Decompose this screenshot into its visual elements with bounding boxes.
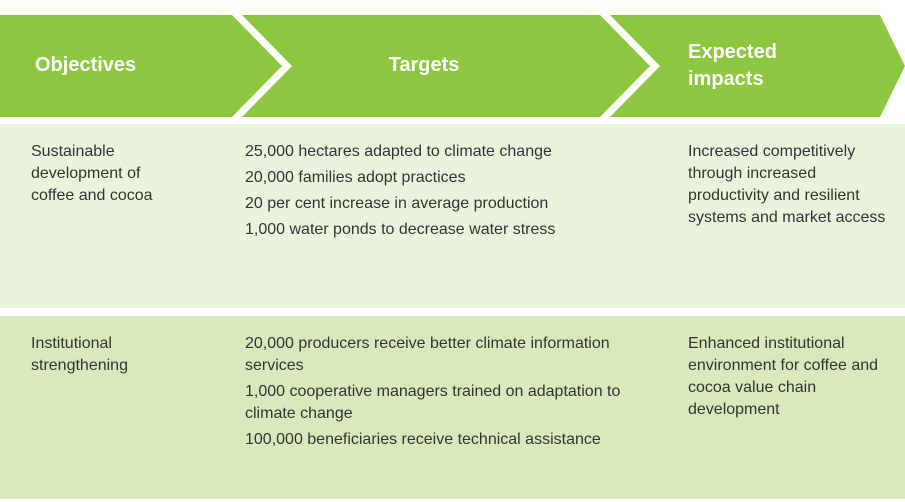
arrow <box>0 15 282 117</box>
target-item: 20 per cent increase in average producti… <box>245 195 549 212</box>
arrow <box>242 15 650 117</box>
targets-cell: 20,000 producers receive better climate … <box>245 333 645 455</box>
header-impacts: Expected impacts <box>688 41 777 90</box>
target-item: 1,000 water ponds to decrease water stre… <box>245 221 556 238</box>
header-objectives: Objectives <box>35 54 137 76</box>
target-item: 25,000 hectares adapted to climate chang… <box>245 143 552 160</box>
target-item: 20,000 producers receive better climate … <box>245 335 610 374</box>
impact-cell: Increased competitively through increase… <box>688 143 886 226</box>
target-item: 20,000 families adopt practices <box>245 169 466 186</box>
objective-cell: Institutional strengthening <box>31 335 128 374</box>
table-row: Sustainable development of coffee and co… <box>0 124 905 308</box>
arrow <box>610 15 905 117</box>
table-row: Institutional strengthening 20,000 produc… <box>0 316 905 499</box>
impact-cell: Enhanced institutional environment for c… <box>688 335 879 418</box>
target-item: 100,000 beneficiaries receive technical … <box>245 431 601 448</box>
target-item: 1,000 cooperative managers trained on ad… <box>245 383 621 422</box>
targets-cell: 25,000 hectares adapted to climate chang… <box>245 141 645 245</box>
objective-cell: Sustainable development of coffee and co… <box>31 143 153 204</box>
header-targets: Targets <box>388 54 460 76</box>
